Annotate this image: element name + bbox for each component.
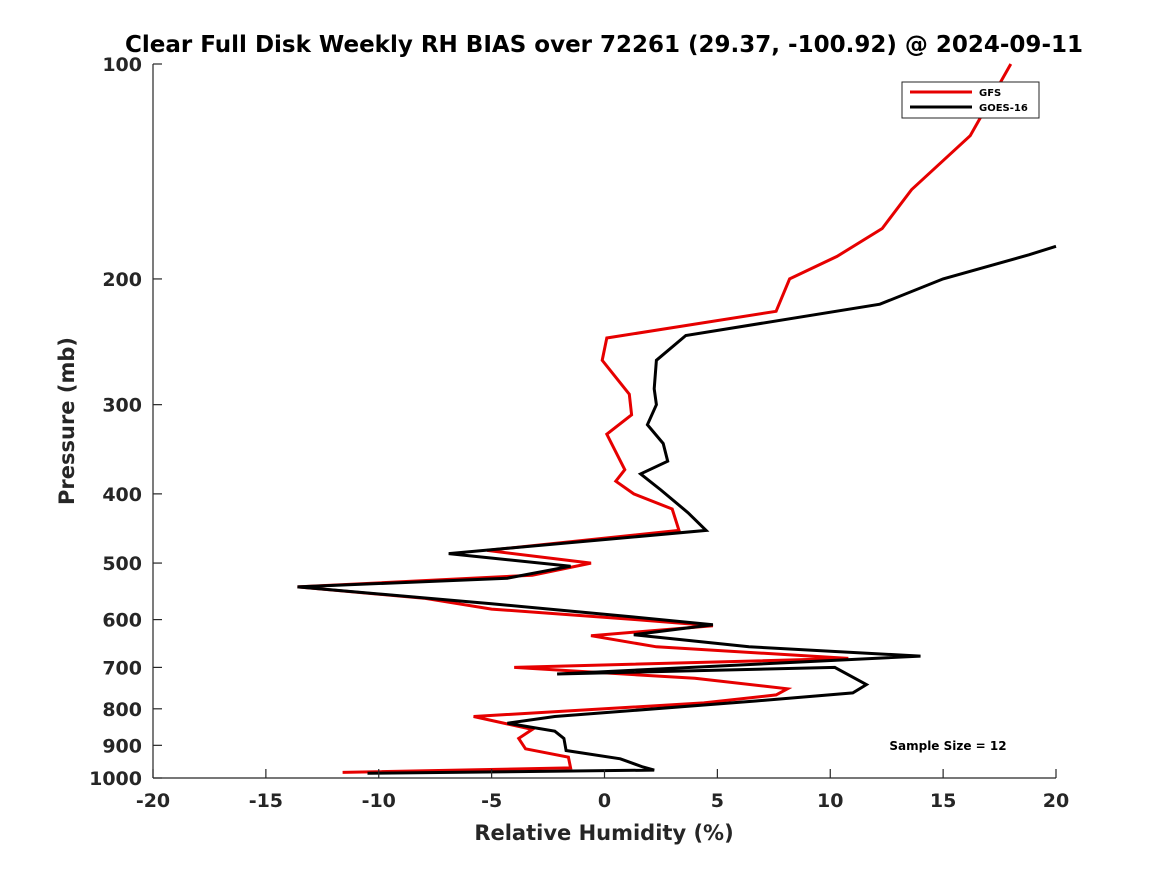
chart-title: Clear Full Disk Weekly RH BIAS over 7226… <box>125 32 1083 58</box>
plot-area <box>153 64 1056 778</box>
y-tick-label: 300 <box>102 395 142 417</box>
axes-layer: -20 -15 -10 -5 0 5 10 15 20 100 200 300 400 500 600 700… <box>89 54 1069 812</box>
x-axis-title: Relative Humidity (%) <box>474 821 733 845</box>
y-tick-label: 400 <box>102 484 142 506</box>
legend-label: GOES-16 <box>979 103 1028 114</box>
legend-label: GFS <box>979 88 1001 99</box>
x-tick-label: -15 <box>249 790 283 812</box>
x-tick-label: 5 <box>711 790 724 812</box>
y-tick-label: 1000 <box>89 768 142 790</box>
plot-background <box>153 64 1056 778</box>
y-tick-label: 900 <box>102 735 142 757</box>
x-tick-label: 15 <box>930 790 956 812</box>
legend: GFS GOES-16 <box>901 81 1040 119</box>
sample-size-annotation: Sample Size = 12 <box>889 739 1006 753</box>
y-tick-label: 600 <box>102 610 142 632</box>
y-tick-label: 800 <box>102 699 142 721</box>
y-tick-label: 700 <box>102 657 142 679</box>
y-tick-label: 500 <box>102 553 142 575</box>
x-tick-label: -20 <box>136 790 170 812</box>
y-tick-label: 200 <box>102 269 142 291</box>
x-tick-label: 20 <box>1043 790 1069 812</box>
x-tick-label: -5 <box>481 790 502 812</box>
y-axis-title: Pressure (mb) <box>55 337 79 505</box>
series-layer <box>297 63 1057 775</box>
x-tick-label: 10 <box>817 790 843 812</box>
y-tick-label: 100 <box>102 54 142 76</box>
x-tick-label: -10 <box>362 790 396 812</box>
legend-box <box>901 81 1040 119</box>
x-tick-label: 0 <box>598 790 611 812</box>
series-line-goes-16 <box>297 244 1057 775</box>
